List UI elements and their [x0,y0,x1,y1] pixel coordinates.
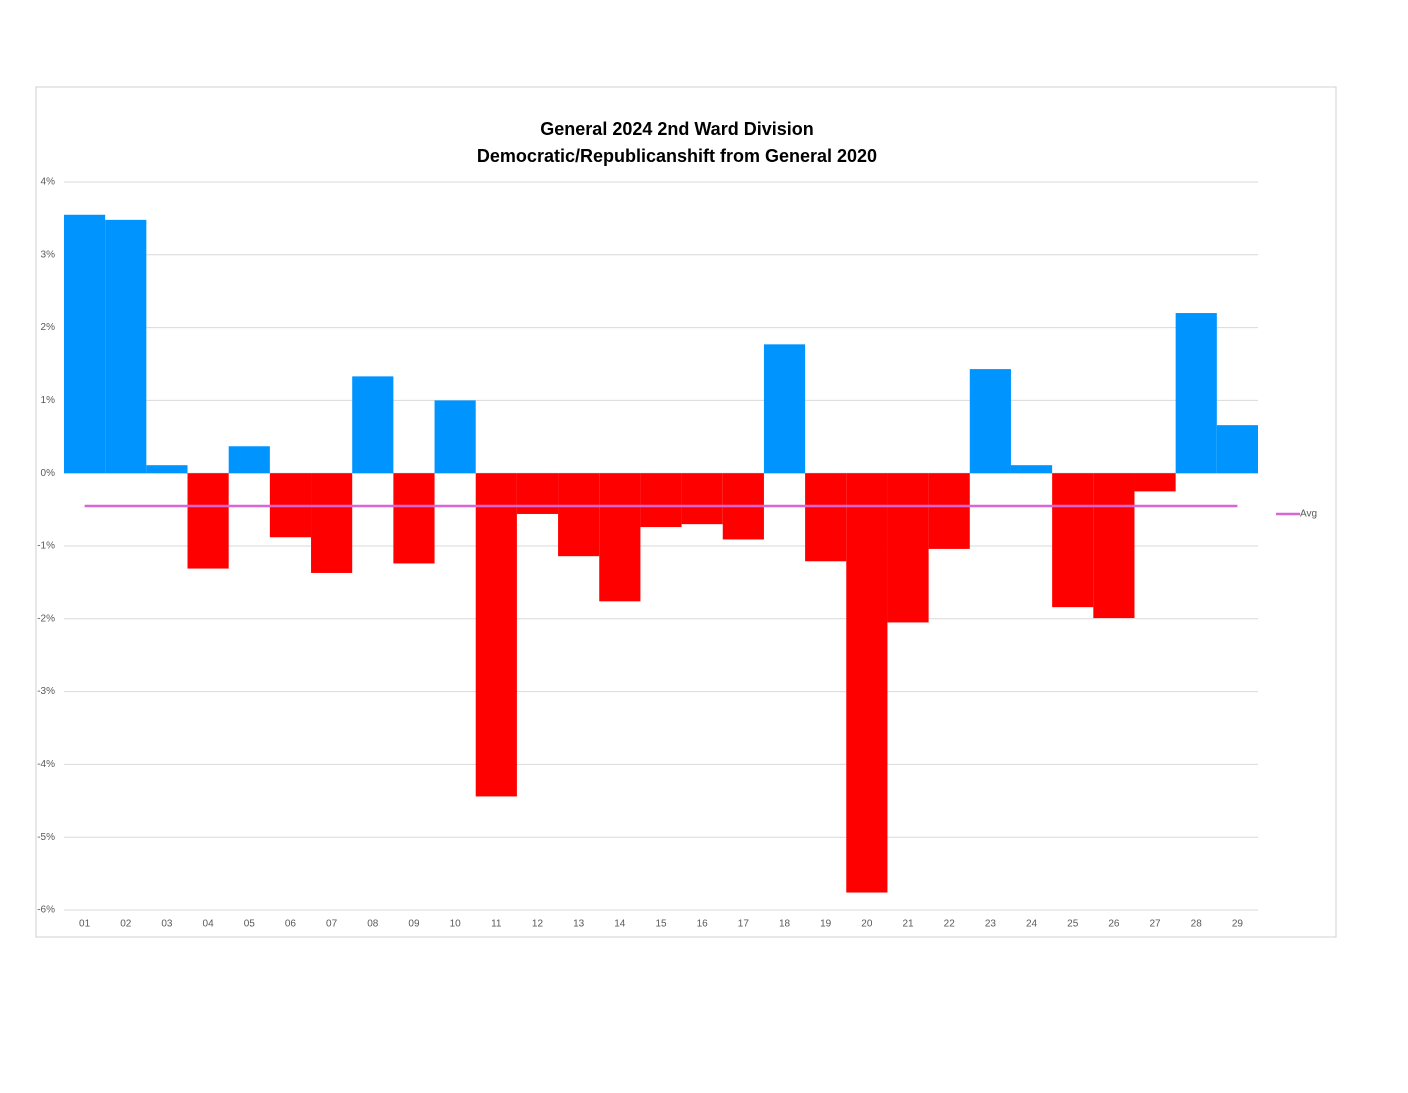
x-tick-label: 22 [944,919,956,930]
bar [887,473,929,623]
bar [311,473,353,573]
y-tick-label: -4% [37,759,55,770]
bar [1010,465,1053,474]
x-tick-label: 20 [861,919,873,930]
bar [1134,473,1176,492]
x-tick-label: 23 [985,919,997,930]
x-tick-label: 26 [1108,919,1120,930]
bar [1052,473,1094,608]
x-tick-label: 10 [450,919,462,930]
chart-title: General 2024 2nd Ward Division [540,119,813,139]
x-tick-label: 04 [203,919,215,930]
bar [640,473,682,528]
bar [763,344,806,474]
x-tick-label: 29 [1232,919,1244,930]
x-tick-label: 06 [285,919,297,930]
x-tick-label: 02 [120,919,132,930]
chart-subtitle: Democratic/Republicanshift from General … [477,146,877,166]
x-tick-label: 03 [161,919,173,930]
y-tick-label: 2% [41,322,56,333]
y-tick-label: 0% [41,468,56,479]
x-tick-label: 21 [902,919,914,930]
bar [1175,313,1217,474]
bar [846,473,888,893]
x-tick-label: 14 [614,919,626,930]
y-tick-label: -3% [37,686,55,697]
bar [1216,425,1258,474]
bar [558,473,600,557]
bar [475,473,517,797]
x-tick-label: 15 [655,919,667,930]
legend-label: Avg [1300,509,1317,520]
bar [599,473,641,602]
x-tick-label: 07 [326,919,338,930]
x-tick-label: 27 [1150,919,1162,930]
y-tick-label: -5% [37,832,55,843]
y-tick-label: -2% [37,613,55,624]
x-tick-label: 08 [367,919,379,930]
x-tick-label: 09 [408,919,420,930]
y-tick-label: 4% [41,177,56,188]
bar [105,219,147,474]
x-tick-label: 01 [79,919,91,930]
bar [228,446,270,474]
x-tick-label: 05 [244,919,256,930]
bar [393,473,435,564]
bar [681,473,723,525]
bar [352,376,394,474]
x-tick-label: 12 [532,919,544,930]
bar [928,473,970,549]
y-tick-label: -1% [37,541,55,552]
x-tick-label: 17 [738,919,750,930]
bar [187,473,229,569]
x-tick-label: 28 [1191,919,1203,930]
x-tick-label: 16 [697,919,709,930]
x-tick-label: 24 [1026,919,1038,930]
bar [1093,473,1135,619]
y-tick-label: 3% [41,249,56,260]
x-tick-label: 11 [491,919,502,930]
bar [146,465,188,474]
y-tick-label: -6% [37,905,55,916]
bar [969,369,1011,474]
x-tick-label: 19 [820,919,832,930]
x-tick-label: 13 [573,919,585,930]
bar [805,473,847,562]
y-tick-label: 1% [41,395,56,406]
x-tick-label: 18 [779,919,791,930]
bar [516,473,559,514]
bar [64,214,106,474]
x-tick-label: 25 [1067,919,1079,930]
bar [434,400,476,474]
